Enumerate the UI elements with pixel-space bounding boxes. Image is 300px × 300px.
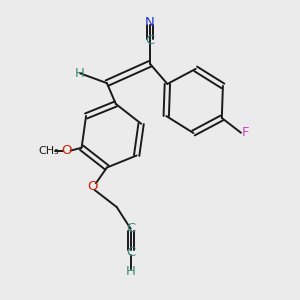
Text: C: C (126, 222, 135, 235)
Text: O: O (61, 144, 71, 157)
Text: H: H (75, 67, 85, 80)
Text: C: C (126, 246, 135, 259)
Text: F: F (242, 126, 249, 139)
Text: C: C (146, 34, 154, 46)
Text: CH₃: CH₃ (39, 146, 59, 156)
Text: N: N (145, 16, 155, 29)
Text: O: O (88, 180, 98, 193)
Text: H: H (126, 266, 136, 278)
